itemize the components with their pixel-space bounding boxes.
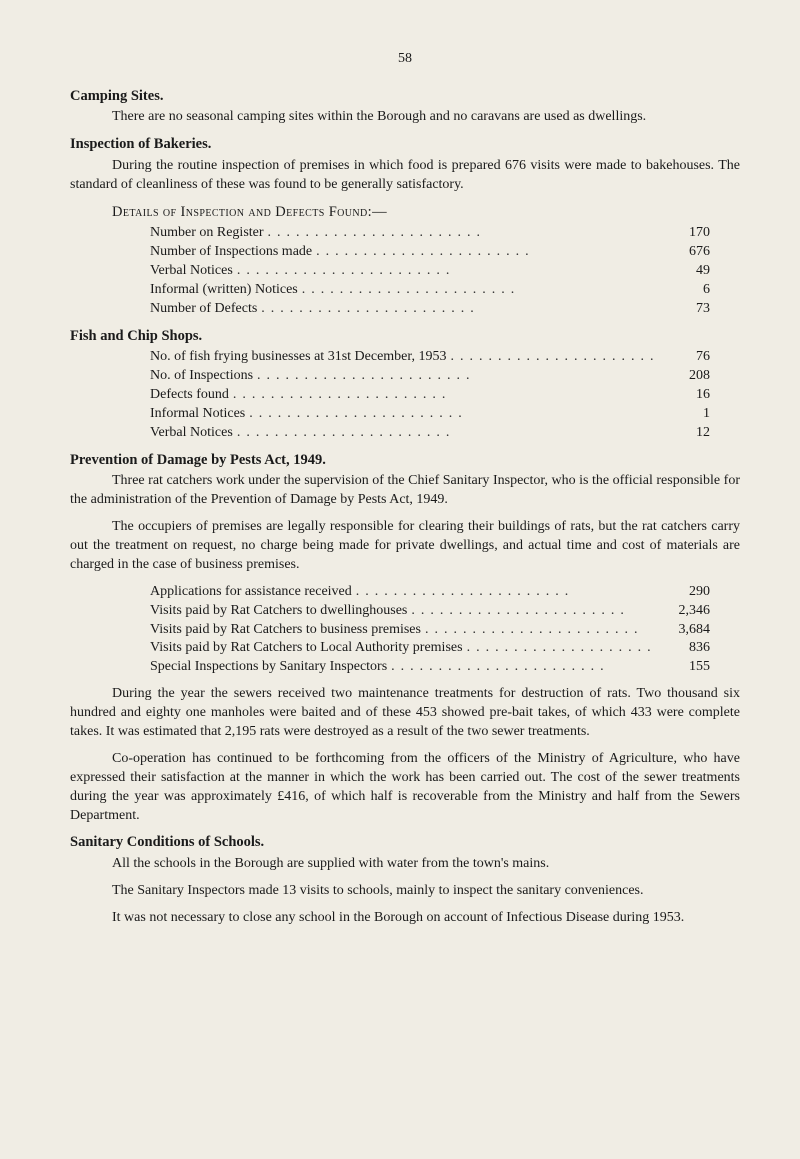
schools-p2: The Sanitary Inspectors made 13 visits t… bbox=[70, 882, 740, 901]
stat-label: Number of Inspections made bbox=[150, 243, 312, 262]
stat-value: 2,346 bbox=[656, 602, 710, 621]
stat-label: No. of Inspections bbox=[150, 367, 253, 386]
stat-label: Informal Notices bbox=[150, 405, 245, 424]
stat-row: Visits paid by Rat Catchers to Local Aut… bbox=[150, 639, 710, 658]
stat-dots: ....................... bbox=[264, 224, 656, 243]
stat-label: Visits paid by Rat Catchers to dwellingh… bbox=[150, 602, 407, 621]
stat-value: 170 bbox=[656, 224, 710, 243]
schools-p1: All the schools in the Borough are suppl… bbox=[70, 855, 740, 874]
stat-value: 1 bbox=[656, 405, 710, 424]
camping-heading: Camping Sites. bbox=[70, 87, 740, 107]
pests-stats: Applications for assistance received ...… bbox=[150, 583, 710, 677]
stat-label: Number of Defects bbox=[150, 300, 257, 319]
stat-label: Applications for assistance received bbox=[150, 583, 352, 602]
pests-p3: During the year the sewers received two … bbox=[70, 685, 740, 742]
camping-text: There are no seasonal camping sites with… bbox=[70, 108, 740, 127]
stat-value: 49 bbox=[656, 262, 710, 281]
stat-row: No. of Inspections .....................… bbox=[150, 367, 710, 386]
stat-dots: ....................... bbox=[387, 658, 656, 677]
fishchip-heading: Fish and Chip Shops. bbox=[70, 327, 740, 347]
stat-label: Defects found bbox=[150, 386, 229, 405]
schools-heading: Sanitary Conditions of Schools. bbox=[70, 833, 740, 853]
stat-row: Visits paid by Rat Catchers to dwellingh… bbox=[150, 602, 710, 621]
stat-row: Defects found ....................... 16 bbox=[150, 386, 710, 405]
stat-value: 73 bbox=[656, 300, 710, 319]
stat-value: 676 bbox=[656, 243, 710, 262]
stat-value: 76 bbox=[656, 348, 710, 367]
stat-row: Number of Defects ......................… bbox=[150, 300, 710, 319]
bakeries-stats: Number on Register .....................… bbox=[150, 224, 710, 318]
pests-p1: Three rat catchers work under the superv… bbox=[70, 472, 740, 510]
bakeries-heading: Inspection of Bakeries. bbox=[70, 135, 740, 155]
stat-row: Informal Notices .......................… bbox=[150, 405, 710, 424]
schools-p3: It was not necessary to close any school… bbox=[70, 909, 740, 928]
stat-value: 836 bbox=[656, 639, 710, 658]
stat-label: Informal (written) Notices bbox=[150, 281, 298, 300]
stat-row: Number of Inspections made .............… bbox=[150, 243, 710, 262]
stat-dots: ....................... bbox=[229, 386, 656, 405]
stat-row: Special Inspections by Sanitary Inspecto… bbox=[150, 658, 710, 677]
page-number: 58 bbox=[70, 50, 740, 69]
stat-dots: ....................... bbox=[447, 348, 657, 367]
stat-dots: ....................... bbox=[298, 281, 656, 300]
stat-row: Number on Register .....................… bbox=[150, 224, 710, 243]
stat-value: 208 bbox=[656, 367, 710, 386]
stat-row: Informal (written) Notices .............… bbox=[150, 281, 710, 300]
bakeries-details-heading: Details of Inspection and Defects Found:… bbox=[112, 203, 740, 223]
stat-value: 290 bbox=[656, 583, 710, 602]
bakeries-intro: During the routine inspection of premise… bbox=[70, 157, 740, 195]
stat-label: Special Inspections by Sanitary Inspecto… bbox=[150, 658, 387, 677]
stat-value: 3,684 bbox=[656, 621, 710, 640]
stat-dots: ....................... bbox=[245, 405, 656, 424]
pests-heading: Prevention of Damage by Pests Act, 1949. bbox=[70, 451, 740, 471]
stat-value: 16 bbox=[656, 386, 710, 405]
stat-row: Applications for assistance received ...… bbox=[150, 583, 710, 602]
stat-dots: ....................... bbox=[257, 300, 656, 319]
stat-row: No. of fish frying businesses at 31st De… bbox=[150, 348, 710, 367]
stat-label: Visits paid by Rat Catchers to Local Aut… bbox=[150, 639, 463, 658]
stat-value: 155 bbox=[656, 658, 710, 677]
stat-dots: ....................... bbox=[407, 602, 656, 621]
stat-dots: ....................... bbox=[253, 367, 656, 386]
stat-dots: ....................... bbox=[463, 639, 656, 658]
pests-p4: Co-operation has continued to be forthco… bbox=[70, 750, 740, 826]
stat-label: No. of fish frying businesses at 31st De… bbox=[150, 348, 447, 367]
stat-row: Verbal Notices ....................... 4… bbox=[150, 262, 710, 281]
stat-label: Verbal Notices bbox=[150, 262, 233, 281]
pests-p2: The occupiers of premises are legally re… bbox=[70, 518, 740, 575]
stat-value: 12 bbox=[656, 424, 710, 443]
stat-row: Verbal Notices ....................... 1… bbox=[150, 424, 710, 443]
stat-label: Visits paid by Rat Catchers to business … bbox=[150, 621, 421, 640]
stat-label: Verbal Notices bbox=[150, 424, 233, 443]
stat-dots: ....................... bbox=[352, 583, 656, 602]
stat-label: Number on Register bbox=[150, 224, 264, 243]
stat-row: Visits paid by Rat Catchers to business … bbox=[150, 621, 710, 640]
stat-dots: ....................... bbox=[233, 262, 656, 281]
stat-dots: ....................... bbox=[421, 621, 656, 640]
stat-dots: ....................... bbox=[233, 424, 656, 443]
fishchip-stats: No. of fish frying businesses at 31st De… bbox=[150, 348, 710, 442]
stat-dots: ....................... bbox=[312, 243, 656, 262]
stat-value: 6 bbox=[656, 281, 710, 300]
